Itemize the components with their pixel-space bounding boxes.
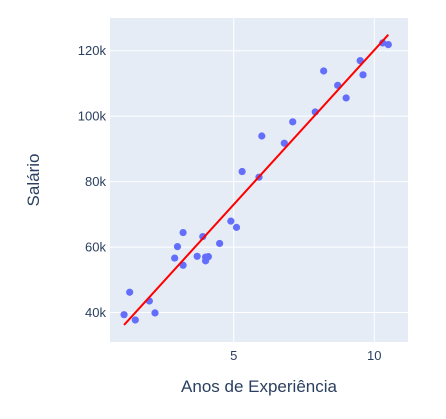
data-point[interactable] [171, 254, 179, 262]
x-tick-labels: 5 10 [230, 348, 381, 363]
data-point[interactable] [238, 167, 246, 176]
data-point[interactable] [199, 232, 207, 241]
y-tick-label: 80k [85, 174, 106, 189]
data-point[interactable] [126, 288, 134, 296]
y-tick-label: 120k [78, 43, 107, 58]
x-tick-label: 10 [367, 348, 381, 363]
x-tick-label: 5 [230, 348, 237, 363]
data-point[interactable] [227, 217, 235, 225]
data-point[interactable] [258, 132, 266, 140]
data-point[interactable] [179, 228, 187, 237]
scatter-points[interactable] [120, 39, 392, 324]
y-tick-label: 100k [78, 109, 107, 124]
grid-lines [110, 18, 408, 342]
data-point[interactable] [216, 239, 224, 248]
data-point[interactable] [193, 252, 201, 260]
data-point[interactable] [342, 94, 350, 102]
data-point[interactable] [151, 309, 159, 317]
data-point[interactable] [131, 316, 139, 324]
data-point[interactable] [120, 311, 128, 319]
data-point[interactable] [289, 118, 297, 126]
y-tick-labels: 40k 60k 80k 100k 120k [78, 43, 107, 320]
y-tick-label: 40k [85, 305, 106, 320]
data-point[interactable] [384, 41, 392, 49]
data-point[interactable] [280, 139, 288, 147]
regression-line[interactable] [123, 34, 390, 326]
data-point[interactable] [379, 39, 387, 47]
data-point[interactable] [359, 71, 367, 79]
y-tick-label: 60k [85, 240, 106, 255]
data-point[interactable] [320, 67, 328, 75]
data-point[interactable] [232, 223, 241, 231]
y-axis-title: Salário [24, 154, 43, 207]
x-axis-title: Anos de Experiência [181, 377, 337, 396]
data-point[interactable] [173, 243, 182, 251]
data-point[interactable] [204, 253, 212, 261]
